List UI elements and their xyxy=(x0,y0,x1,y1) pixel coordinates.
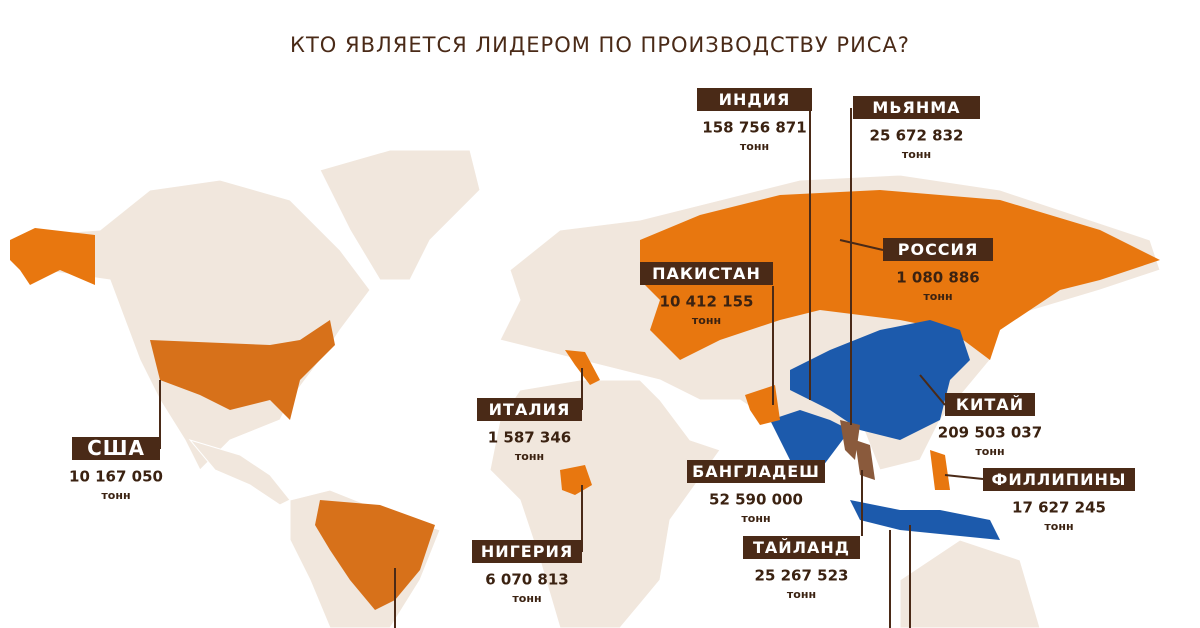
country-name: НИГЕРИЯ xyxy=(481,542,573,561)
unit: тонн xyxy=(1044,520,1073,533)
country-name: ФИЛЛИПИНЫ xyxy=(992,470,1127,489)
usa xyxy=(150,320,335,420)
brazil xyxy=(315,500,435,610)
greenland xyxy=(319,149,481,281)
unit: тонн xyxy=(515,450,544,463)
production-value: 52 590 000 xyxy=(709,491,803,509)
label-box xyxy=(883,238,993,261)
production-value: 10 167 050 xyxy=(69,468,163,486)
unit: тонн xyxy=(740,140,769,153)
philippines xyxy=(930,450,950,490)
unit: тонн xyxy=(975,445,1004,458)
north-america xyxy=(9,179,371,471)
unit: тонн xyxy=(902,148,931,161)
label-box xyxy=(687,460,825,483)
australia xyxy=(899,539,1041,628)
callouts: ИНДИЯ 158 756 871 тонн МЬЯНМА 25 672 832 тонн… xyxy=(69,88,1135,605)
label-box xyxy=(983,468,1135,491)
central-america xyxy=(188,439,291,506)
label-box xyxy=(477,398,582,421)
country-name: БАНГЛАДЕШ xyxy=(692,462,820,481)
label-box xyxy=(743,536,860,559)
production-value: 6 070 813 xyxy=(485,571,569,589)
production-value: 25 267 523 xyxy=(755,567,849,585)
unit: тонн xyxy=(512,592,541,605)
label-box xyxy=(697,88,812,111)
unit: тонн xyxy=(101,489,130,502)
leader-lines xyxy=(159,108,984,628)
leader-line xyxy=(944,474,984,480)
label-box xyxy=(472,540,582,563)
country-name: ИНДИЯ xyxy=(719,90,791,109)
production-value: 25 672 832 xyxy=(870,127,964,145)
label-box xyxy=(72,437,160,460)
myanmar xyxy=(840,420,860,460)
country-name: США xyxy=(87,436,145,460)
country-name: ТАЙЛАНД xyxy=(753,538,850,557)
africa xyxy=(489,379,721,628)
title: КТО ЯВЛЯЕТСЯ ЛИДЕРОМ ПО ПРОИЗВОДСТВУ РИС… xyxy=(290,33,910,57)
country-name: МЬЯНМА xyxy=(872,98,960,117)
label-box xyxy=(945,393,1035,416)
unit: тонн xyxy=(923,290,952,303)
russia xyxy=(640,190,1160,360)
country-name: КИТАЙ xyxy=(956,395,1024,414)
china xyxy=(790,320,970,440)
alaska xyxy=(10,228,95,285)
indonesia xyxy=(850,500,1000,540)
production-value: 1 587 346 xyxy=(488,429,572,447)
italy xyxy=(565,350,600,385)
production-value: 209 503 037 xyxy=(938,424,1042,442)
production-value: 1 080 886 xyxy=(896,269,980,287)
unit: тонн xyxy=(741,512,770,525)
country-name: ИТАЛИЯ xyxy=(489,400,571,419)
leader-line xyxy=(839,239,884,251)
india xyxy=(770,410,850,480)
production-value: 10 412 155 xyxy=(660,293,754,311)
unit: тонн xyxy=(692,314,721,327)
label-box xyxy=(853,96,980,119)
world-map xyxy=(9,149,1161,628)
nigeria xyxy=(560,465,592,495)
pakistan xyxy=(745,385,780,425)
thailand xyxy=(855,440,875,480)
country-name: ПАКИСТАН xyxy=(652,264,761,283)
unit: тонн xyxy=(787,588,816,601)
leader-line xyxy=(919,374,946,406)
production-value: 17 627 245 xyxy=(1012,499,1106,517)
production-value: 158 756 871 xyxy=(702,119,806,137)
label-box xyxy=(640,262,773,285)
country-name: РОССИЯ xyxy=(898,240,979,259)
